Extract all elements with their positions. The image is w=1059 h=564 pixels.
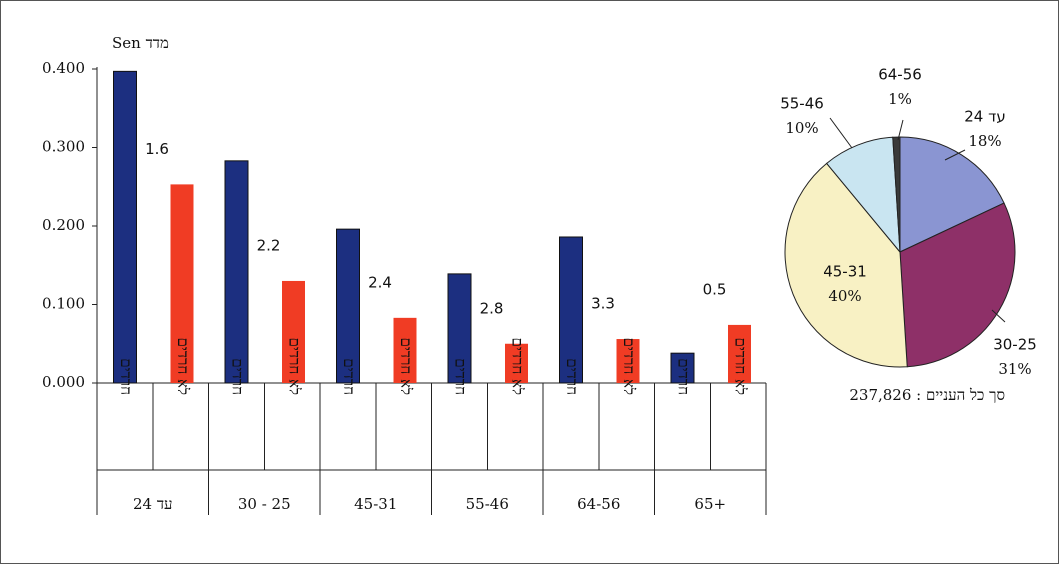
x-tick-label: לא חרדים	[286, 337, 304, 395]
bar	[505, 343, 528, 383]
pie-label: 64-56	[878, 66, 922, 84]
bar	[336, 228, 360, 384]
y-tick-label: 0.400	[42, 59, 85, 77]
y-tick-label: 0.300	[42, 138, 85, 156]
x-tick-label: חרדים	[340, 358, 358, 395]
x-group-label: 65+	[694, 495, 726, 513]
ratio-label: 1.6	[145, 140, 169, 158]
pie-slice	[899, 202, 1016, 368]
leader-line	[897, 119, 904, 141]
pie-slice	[899, 136, 1005, 253]
pie-title: סך כל העניים : 237,826	[849, 386, 1005, 404]
bar	[170, 184, 194, 383]
x-group-label: 30 - 25	[238, 495, 291, 513]
y-axis-label: מדד Sen	[112, 34, 169, 52]
x-tick-label: חרדים	[452, 358, 470, 395]
pie-value-label: 18%	[968, 132, 1001, 150]
bar	[559, 236, 583, 384]
bar	[616, 339, 640, 383]
y-tick-label: 0.200	[42, 216, 85, 234]
ratio-label: 2.4	[368, 273, 392, 291]
x-tick-label: לא חרדים	[397, 337, 415, 395]
bar	[447, 273, 472, 384]
x-tick-label: לא חרדים	[509, 337, 527, 395]
bar	[670, 352, 695, 384]
leader-line	[829, 117, 853, 149]
pie-label: 30-25	[993, 336, 1037, 354]
x-tick-label: לא חרדים	[174, 337, 192, 395]
x-tick-label: לא חרדים	[732, 337, 750, 395]
x-group-label: 55-46	[466, 495, 509, 513]
y-tick-label: 0.100	[42, 295, 85, 313]
x-tick-label: חרדים	[563, 358, 581, 395]
x-group-label: 64-56	[577, 495, 620, 513]
x-tick-label: לא חרדים	[620, 337, 638, 395]
leader-line	[944, 149, 966, 161]
ratio-label: 0.5	[703, 280, 727, 298]
x-tick-label: חרדים	[675, 358, 693, 395]
y-tick-label: 0.000	[42, 373, 85, 391]
x-group-label: 45-31	[354, 495, 397, 513]
pie-slice	[784, 162, 908, 368]
pie-value-label: 10%	[785, 119, 818, 137]
ratio-label: 3.3	[591, 295, 615, 313]
pie-value-label: 31%	[998, 360, 1031, 378]
x-tick-label: חרדים	[229, 358, 247, 395]
bar	[393, 317, 417, 383]
pie-value-label: 1%	[888, 90, 912, 108]
pie-label: 55-46	[780, 95, 824, 113]
bar	[282, 280, 305, 383]
ratio-label: 2.8	[480, 299, 504, 317]
pie-slice	[892, 136, 901, 253]
pie-label: 45-31	[823, 263, 867, 281]
pie-value-label: 40%	[828, 287, 861, 305]
leader-line	[991, 309, 1006, 323]
pie-label: עד 24	[964, 108, 1005, 126]
bar	[728, 324, 751, 383]
pie-slice	[825, 136, 901, 254]
ratio-label: 2.2	[257, 236, 281, 254]
x-tick-label: חרדים	[117, 358, 135, 395]
bar	[224, 160, 249, 384]
x-group-label: עד 24	[133, 495, 173, 513]
bar	[113, 70, 137, 384]
